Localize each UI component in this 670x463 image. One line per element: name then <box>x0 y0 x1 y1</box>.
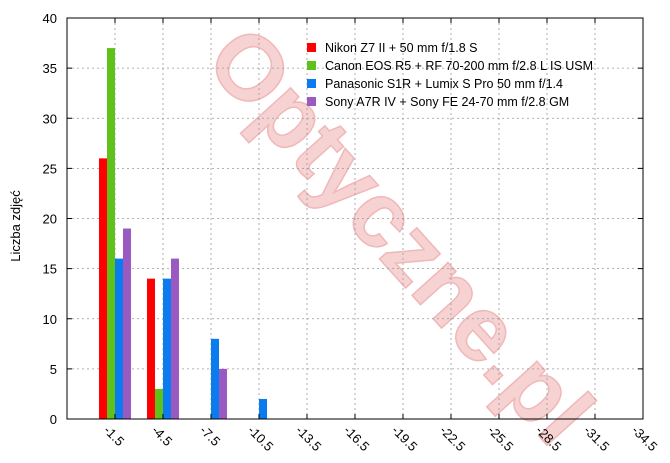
legend-swatch <box>307 61 316 70</box>
y-tick-label: 10 <box>43 312 57 327</box>
legend-label: Panasonic S1R + Lumix S Pro 50 mm f/1.4 <box>325 77 563 91</box>
legend-swatch <box>307 43 316 52</box>
bar <box>107 48 115 419</box>
legend-swatch <box>307 97 316 106</box>
legend-label: Sony A7R IV + Sony FE 24-70 mm f/2.8 GM <box>325 95 569 109</box>
ticks <box>67 17 644 420</box>
bar <box>211 338 219 419</box>
bar <box>123 228 131 419</box>
y-tick-label: 40 <box>43 11 57 26</box>
y-tick-label: 20 <box>43 212 57 227</box>
y-tick-label: 15 <box>43 262 57 277</box>
bar <box>147 278 155 419</box>
bars <box>99 48 267 419</box>
bar <box>171 258 179 419</box>
bar <box>163 278 171 419</box>
bar <box>99 158 107 419</box>
legend-label: Nikon Z7 II + 50 mm f/1.8 S <box>325 41 478 55</box>
bar <box>259 398 267 419</box>
legend: Nikon Z7 II + 50 mm f/1.8 S Canon EOS R5 … <box>307 41 593 109</box>
legend-label: Canon EOS R5 + RF 70-200 mm f/2.8 L IS U… <box>325 59 593 73</box>
y-axis-label: Liczba zdjęć <box>8 190 23 262</box>
y-tick-label: 30 <box>43 111 57 126</box>
y-tick-label: 0 <box>50 412 57 427</box>
y-tick-labels: 0 5 10 15 20 25 30 35 40 <box>43 11 57 427</box>
y-tick-label: 35 <box>43 61 57 76</box>
bar <box>155 388 163 419</box>
bar <box>219 368 227 419</box>
y-tick-label: 5 <box>50 362 57 377</box>
legend-swatch <box>307 79 316 88</box>
bar <box>115 258 123 419</box>
y-tick-label: 25 <box>43 161 57 176</box>
